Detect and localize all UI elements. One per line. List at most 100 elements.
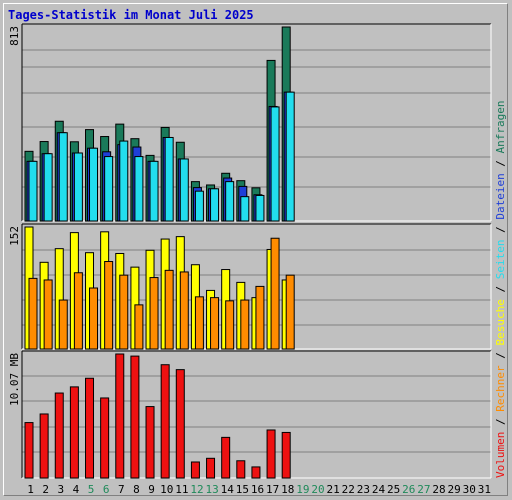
bar-volumen-day-5 bbox=[85, 377, 95, 479]
chart-frame bbox=[3, 3, 508, 496]
bar-volumen-day-18 bbox=[281, 431, 291, 479]
x-tick-label-day-27: 27 bbox=[417, 483, 430, 496]
bar-rechner-day-18 bbox=[285, 274, 295, 350]
bar-seiten-day-1 bbox=[28, 160, 38, 222]
x-tick-label-day-3: 3 bbox=[58, 483, 65, 496]
legend-separator: / bbox=[494, 412, 507, 432]
x-tick-label-day-1: 1 bbox=[27, 483, 34, 496]
bar-volumen-day-4 bbox=[69, 386, 79, 479]
bar-seiten-day-8 bbox=[134, 156, 144, 222]
x-tick-label-day-20: 20 bbox=[311, 483, 324, 496]
legend-separator: / bbox=[494, 346, 507, 366]
chart-title: Tages-Statistik im Monat Juli 2025 bbox=[8, 8, 254, 22]
bar-volumen-day-14 bbox=[221, 436, 231, 479]
bar-volumen-day-10 bbox=[160, 364, 170, 479]
x-tick-label-day-24: 24 bbox=[372, 483, 386, 496]
bar-rechner-day-3 bbox=[58, 299, 68, 350]
y-scale-label: 10.07 MB bbox=[8, 353, 21, 406]
bar-rechner-day-4 bbox=[73, 272, 83, 350]
legend-item-anfragen: Anfragen bbox=[494, 100, 507, 153]
bar-rechner-day-5 bbox=[89, 287, 99, 350]
bar-seiten-day-13 bbox=[210, 188, 220, 222]
bar-seiten-day-18 bbox=[285, 91, 295, 222]
bar-volumen-day-7 bbox=[115, 353, 125, 479]
bar-rechner-day-16 bbox=[255, 285, 265, 350]
bar-seiten-day-6 bbox=[104, 156, 114, 222]
bar-volumen-day-11 bbox=[175, 369, 185, 479]
x-tick-label-day-10: 10 bbox=[160, 483, 173, 496]
x-tick-label-day-25: 25 bbox=[387, 483, 400, 496]
x-tick-label-day-19: 19 bbox=[296, 483, 309, 496]
x-tick-label-day-9: 9 bbox=[148, 483, 155, 496]
bar-volumen-day-1 bbox=[24, 422, 34, 479]
legend-item-volumen: Volumen bbox=[494, 432, 507, 478]
bar-volumen-day-8 bbox=[130, 355, 140, 479]
bar-rechner-day-6 bbox=[104, 261, 114, 350]
bar-rechner-day-1 bbox=[28, 277, 38, 350]
legend-separator: / bbox=[494, 220, 507, 240]
bar-rechner-day-10 bbox=[164, 269, 174, 350]
x-tick-label-day-15: 15 bbox=[236, 483, 249, 496]
bar-seiten-day-15 bbox=[240, 196, 250, 222]
bar-seiten-day-2 bbox=[43, 153, 53, 222]
bar-seiten-day-9 bbox=[149, 160, 159, 222]
legend-item-seiten: Seiten bbox=[494, 240, 507, 280]
legend-separator: / bbox=[494, 279, 507, 299]
bar-volumen-day-13 bbox=[206, 457, 216, 479]
x-tick-label-day-11: 11 bbox=[175, 483, 188, 496]
bar-volumen-day-6 bbox=[100, 397, 110, 479]
x-tick-label-day-21: 21 bbox=[327, 483, 340, 496]
legend-item-dateien: Dateien bbox=[494, 173, 507, 219]
x-tick-label-day-18: 18 bbox=[281, 483, 294, 496]
x-tick-label-day-14: 14 bbox=[221, 483, 235, 496]
x-tick-label-day-26: 26 bbox=[402, 483, 415, 496]
bar-rechner-day-11 bbox=[179, 271, 189, 350]
bar-rechner-day-13 bbox=[210, 297, 220, 350]
legend: Volumen / Rechner / Besuche / Seiten / D… bbox=[494, 100, 507, 478]
bar-rechner-day-2 bbox=[43, 279, 53, 350]
x-tick-label-day-5: 5 bbox=[88, 483, 95, 496]
x-tick-label-day-31: 31 bbox=[478, 483, 491, 496]
bar-volumen-day-16 bbox=[251, 466, 261, 479]
x-tick-label-day-23: 23 bbox=[357, 483, 370, 496]
x-tick-label-day-6: 6 bbox=[103, 483, 110, 496]
bar-seiten-day-16 bbox=[255, 194, 265, 222]
bar-volumen-day-2 bbox=[39, 413, 49, 479]
bar-seiten-day-11 bbox=[179, 158, 189, 222]
bar-seiten-day-3 bbox=[58, 132, 68, 222]
bar-rechner-day-14 bbox=[225, 300, 235, 350]
x-tick-label-day-13: 13 bbox=[205, 483, 218, 496]
legend-item-rechner: Rechner bbox=[494, 365, 507, 412]
legend-item-besuche: Besuche bbox=[494, 299, 507, 345]
bar-seiten-day-4 bbox=[73, 152, 83, 222]
x-tick-label-day-29: 29 bbox=[448, 483, 461, 496]
y-scale-label: 813 bbox=[8, 26, 21, 46]
bar-seiten-day-12 bbox=[194, 190, 204, 222]
bar-volumen-day-12 bbox=[190, 461, 200, 479]
bar-seiten-day-14 bbox=[225, 181, 235, 222]
bar-rechner-day-9 bbox=[149, 277, 159, 350]
x-tick-label-day-7: 7 bbox=[118, 483, 125, 496]
bar-volumen-day-3 bbox=[54, 392, 64, 479]
x-tick-label-day-30: 30 bbox=[463, 483, 476, 496]
bar-seiten-day-7 bbox=[119, 140, 129, 222]
x-tick-label-day-22: 22 bbox=[342, 483, 355, 496]
bar-volumen-day-9 bbox=[145, 406, 155, 479]
x-tick-label-day-12: 12 bbox=[190, 483, 203, 496]
x-tick-label-day-2: 2 bbox=[42, 483, 49, 496]
bar-seiten-day-10 bbox=[164, 136, 174, 222]
bar-rechner-day-12 bbox=[194, 296, 204, 350]
bar-volumen-day-15 bbox=[236, 460, 246, 479]
legend-separator: / bbox=[494, 153, 507, 173]
bar-rechner-day-8 bbox=[134, 304, 144, 350]
bar-rechner-day-7 bbox=[119, 274, 129, 350]
bar-seiten-day-5 bbox=[89, 147, 99, 222]
bar-seiten-day-17 bbox=[270, 106, 280, 222]
bar-volumen-day-17 bbox=[266, 429, 276, 479]
x-tick-label-day-8: 8 bbox=[133, 483, 140, 496]
x-tick-label-day-4: 4 bbox=[73, 483, 80, 496]
x-tick-label-day-28: 28 bbox=[432, 483, 445, 496]
x-tick-label-day-17: 17 bbox=[266, 483, 279, 496]
